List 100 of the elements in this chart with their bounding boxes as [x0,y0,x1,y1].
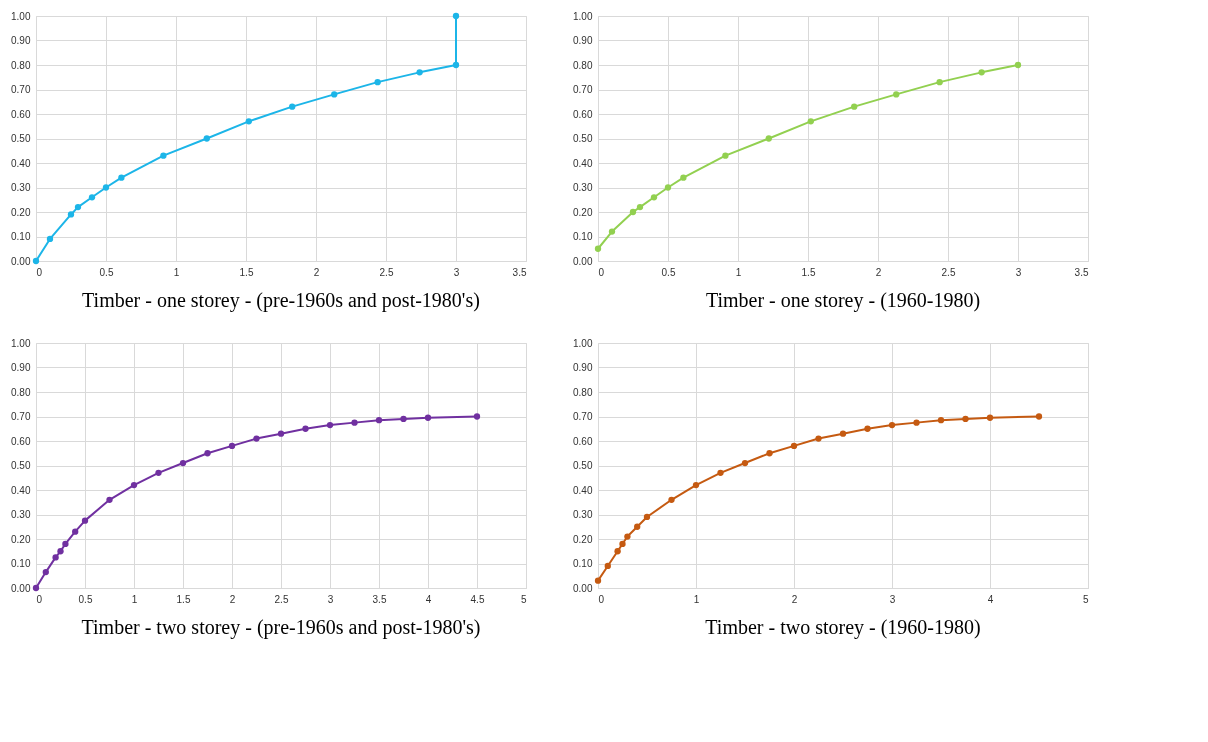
y-tick-label: 0.80 [573,59,593,71]
text: Timber - one storey - (pre-1960s and post-1980's) [82,289,480,312]
y-tick-label: 0.50 [11,133,31,144]
x-tick-label: 2 [791,593,798,605]
point [594,245,602,252]
y-tick-label: 0.90 [573,362,593,373]
point [32,257,40,265]
point [130,481,138,489]
x-tick-label: 5 [520,593,527,605]
x-tick-label: 5 [1082,593,1089,605]
point [331,91,338,98]
x-tick-label: 4 [987,593,994,605]
point [608,228,616,235]
point [424,414,432,421]
text: Timber - two storey - (pre-1960s and post-1980's) [81,616,481,639]
point [815,435,822,442]
y-tick-label: 0.10 [11,231,31,242]
point [452,61,460,69]
x-tick-label: 1 [131,593,138,605]
x-tick-label: 1 [173,266,180,278]
point [289,103,296,110]
point [668,496,675,503]
y-tick-label: 0.30 [11,509,31,520]
y-tick-label: 0.20 [573,206,593,218]
x-tick-label: 3.5 [372,593,387,605]
point [680,174,687,181]
point [936,78,943,86]
y-tick-label: 0.50 [573,460,593,471]
point [42,568,49,576]
x-tick-label: 0.5 [78,593,93,605]
point [978,69,985,76]
x-tick-label: 4 [425,593,432,605]
x-tick-label: 0 [36,593,43,605]
point [765,135,772,142]
point [374,78,381,86]
y-tick-label: 0.70 [573,84,593,95]
point [937,417,945,424]
y-tick-label: 0.70 [11,84,31,95]
point [67,211,75,218]
point [179,459,187,467]
point [962,415,969,423]
x-tick-label: 2.5 [379,266,394,278]
point [400,415,407,423]
point [913,419,920,426]
point [650,194,658,201]
point [204,450,211,457]
y-tick-label: 0.70 [11,411,31,422]
point [864,425,871,432]
y-tick-label: 0.90 [573,35,593,46]
x-tick-label: 1.5 [176,593,191,605]
point [717,469,724,477]
point [807,118,814,125]
point [72,528,79,535]
point [160,152,167,159]
x-tick-label: 3.5 [1074,266,1089,278]
x-tick-label: 0 [36,266,43,278]
point [986,414,994,421]
y-tick-label: 1.00 [573,10,593,22]
x-tick-label: 1.5 [801,266,816,278]
y-tick-label: 0.40 [573,484,593,496]
x-tick-label: 3 [327,593,334,605]
point [118,174,125,181]
x-tick-label: 2 [875,266,882,278]
y-tick-label: 0.00 [573,255,593,267]
y-tick-label: 0.10 [573,231,593,242]
point [624,533,631,540]
y-tick-label: 0.30 [573,509,593,520]
point [88,194,96,201]
point [614,548,621,555]
x-tick-label: 0.5 [661,266,676,278]
x-tick-label: 2.5 [274,593,289,605]
point [155,469,162,477]
y-tick-label: 0.00 [573,582,593,594]
x-tick-label: 0 [598,266,605,278]
point [1014,61,1022,69]
point [643,513,651,521]
point [46,235,54,243]
y-tick-label: 0.80 [11,59,31,71]
y-tick-label: 0.80 [573,386,593,398]
point [473,413,481,420]
point [326,421,334,429]
point [604,562,611,570]
point [277,430,285,437]
point [722,152,729,159]
y-tick-label: 0.00 [11,582,31,594]
y-tick-label: 0.60 [573,435,593,447]
y-tick-label: 1.00 [573,337,593,349]
point [74,203,82,211]
point [664,184,672,191]
point [62,540,69,548]
point [452,12,460,20]
y-tick-label: 0.60 [11,435,31,447]
point [102,184,110,191]
y-tick-label: 0.60 [573,108,593,120]
y-tick-label: 0.40 [573,157,593,169]
point [228,442,236,450]
point [629,208,637,216]
point [619,540,626,548]
point [302,425,309,432]
y-tick-label: 0.50 [11,460,31,471]
